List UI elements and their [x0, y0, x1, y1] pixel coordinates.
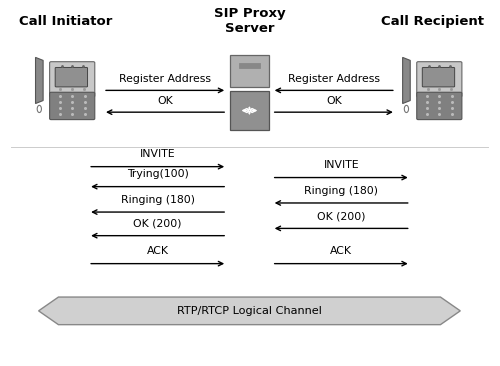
- Text: Call Recipient: Call Recipient: [382, 15, 484, 28]
- Text: Ringing (180): Ringing (180): [304, 186, 378, 196]
- Text: Trying(100): Trying(100): [126, 169, 188, 179]
- FancyBboxPatch shape: [230, 91, 269, 130]
- Text: RTP/RTCP Logical Channel: RTP/RTCP Logical Channel: [177, 306, 322, 316]
- Polygon shape: [36, 57, 43, 104]
- Text: OK: OK: [326, 96, 342, 106]
- FancyBboxPatch shape: [55, 67, 88, 87]
- Text: INVITE: INVITE: [324, 160, 359, 170]
- FancyBboxPatch shape: [239, 63, 260, 68]
- Text: Ringing (180): Ringing (180): [120, 195, 194, 205]
- FancyBboxPatch shape: [422, 67, 454, 87]
- FancyBboxPatch shape: [230, 55, 269, 87]
- Text: SIP Proxy
Server: SIP Proxy Server: [214, 7, 285, 36]
- Polygon shape: [402, 57, 410, 104]
- Text: OK: OK: [157, 96, 173, 106]
- FancyBboxPatch shape: [50, 92, 95, 120]
- Text: INVITE: INVITE: [140, 149, 175, 159]
- Text: Register Address: Register Address: [288, 74, 380, 84]
- Text: Register Address: Register Address: [119, 74, 211, 84]
- Text: Call Initiator: Call Initiator: [19, 15, 112, 28]
- FancyBboxPatch shape: [416, 62, 462, 97]
- Text: ACK: ACK: [146, 246, 169, 256]
- Text: OK (200): OK (200): [317, 211, 366, 221]
- Text: OK (200): OK (200): [134, 219, 182, 228]
- FancyBboxPatch shape: [50, 62, 95, 97]
- Polygon shape: [38, 297, 461, 325]
- FancyBboxPatch shape: [416, 92, 462, 120]
- Text: ACK: ACK: [330, 246, 352, 256]
